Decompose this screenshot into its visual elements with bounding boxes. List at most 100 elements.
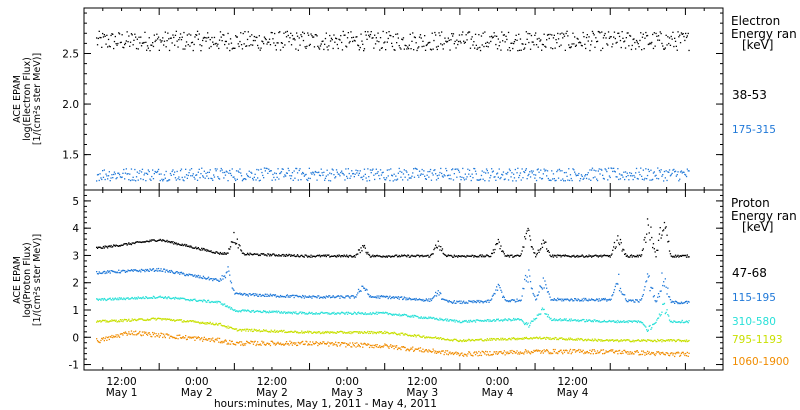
data-point [521, 168, 523, 170]
data-point [312, 295, 314, 297]
data-point [246, 341, 249, 343]
data-point [594, 300, 596, 302]
data-point [259, 254, 261, 257]
data-point [331, 296, 333, 298]
data-point [376, 254, 378, 256]
data-point [494, 248, 496, 251]
data-point [237, 329, 239, 332]
data-point [368, 254, 371, 256]
data-point [547, 337, 549, 339]
data-point [424, 337, 427, 339]
data-point [309, 177, 311, 180]
data-point [296, 295, 299, 297]
data-point [444, 351, 446, 354]
data-point [454, 302, 456, 304]
data-point [192, 173, 194, 175]
data-point [271, 340, 273, 342]
data-point [507, 339, 509, 341]
data-point [663, 48, 665, 50]
data-point [688, 320, 690, 322]
data-point [556, 352, 558, 354]
data-point [394, 345, 396, 347]
data-point [418, 334, 420, 336]
data-point [435, 295, 438, 297]
data-point [550, 338, 552, 341]
data-point [242, 293, 244, 296]
data-point [374, 43, 377, 45]
data-point [411, 334, 413, 337]
data-point [298, 169, 300, 172]
data-point [560, 179, 562, 181]
data-point [394, 332, 396, 334]
data-point [229, 172, 232, 175]
data-point [296, 313, 298, 315]
data-point [437, 177, 439, 179]
data-point [394, 254, 396, 257]
data-point [305, 47, 307, 49]
data-point [548, 37, 550, 40]
data-point [585, 352, 587, 354]
data-point [402, 314, 405, 316]
data-point [589, 349, 591, 351]
data-point [624, 253, 626, 255]
data-point [539, 350, 541, 352]
data-point [175, 271, 177, 273]
data-point [115, 319, 117, 321]
data-point [450, 254, 452, 257]
data-point [203, 322, 205, 324]
data-point [435, 317, 438, 320]
data-point [589, 169, 591, 171]
data-point [623, 41, 625, 43]
data-point [184, 274, 186, 277]
data-point [392, 332, 394, 335]
data-point [352, 332, 354, 334]
data-point [132, 319, 134, 322]
data-point [103, 270, 105, 273]
data-point [396, 33, 399, 35]
data-point [512, 337, 514, 340]
data-point [170, 269, 172, 272]
data-point [196, 247, 199, 250]
data-point [463, 321, 465, 323]
data-point [149, 297, 151, 299]
data-point [395, 33, 397, 35]
data-point [110, 336, 112, 338]
data-point [507, 318, 510, 320]
data-point [626, 172, 628, 174]
data-point [666, 309, 668, 311]
data-point [284, 343, 286, 346]
data-point [416, 348, 418, 350]
data-point [647, 43, 649, 46]
data-point [252, 310, 254, 312]
data-point [491, 337, 493, 340]
data-point [335, 332, 337, 334]
data-point [600, 168, 602, 170]
data-point [225, 253, 227, 255]
data-point [165, 46, 167, 48]
data-point [480, 354, 483, 357]
data-point [393, 173, 395, 175]
data-point [552, 48, 554, 50]
data-point [517, 254, 519, 256]
data-point [461, 34, 463, 36]
data-point [494, 338, 496, 340]
data-point [446, 353, 448, 355]
data-point [596, 350, 599, 352]
data-point [509, 338, 511, 340]
data-point [538, 251, 540, 253]
data-point [649, 324, 651, 327]
data-point [96, 298, 98, 300]
data-point [569, 320, 572, 322]
data-point [399, 256, 401, 258]
data-point [363, 50, 365, 52]
data-point [477, 47, 479, 49]
data-point [97, 246, 99, 248]
data-point [172, 34, 174, 36]
data-point [171, 297, 173, 299]
data-point [146, 296, 148, 299]
data-point [385, 32, 388, 34]
data-point [503, 319, 505, 321]
data-point [501, 291, 503, 293]
data-point [141, 241, 144, 243]
data-point [618, 349, 621, 352]
